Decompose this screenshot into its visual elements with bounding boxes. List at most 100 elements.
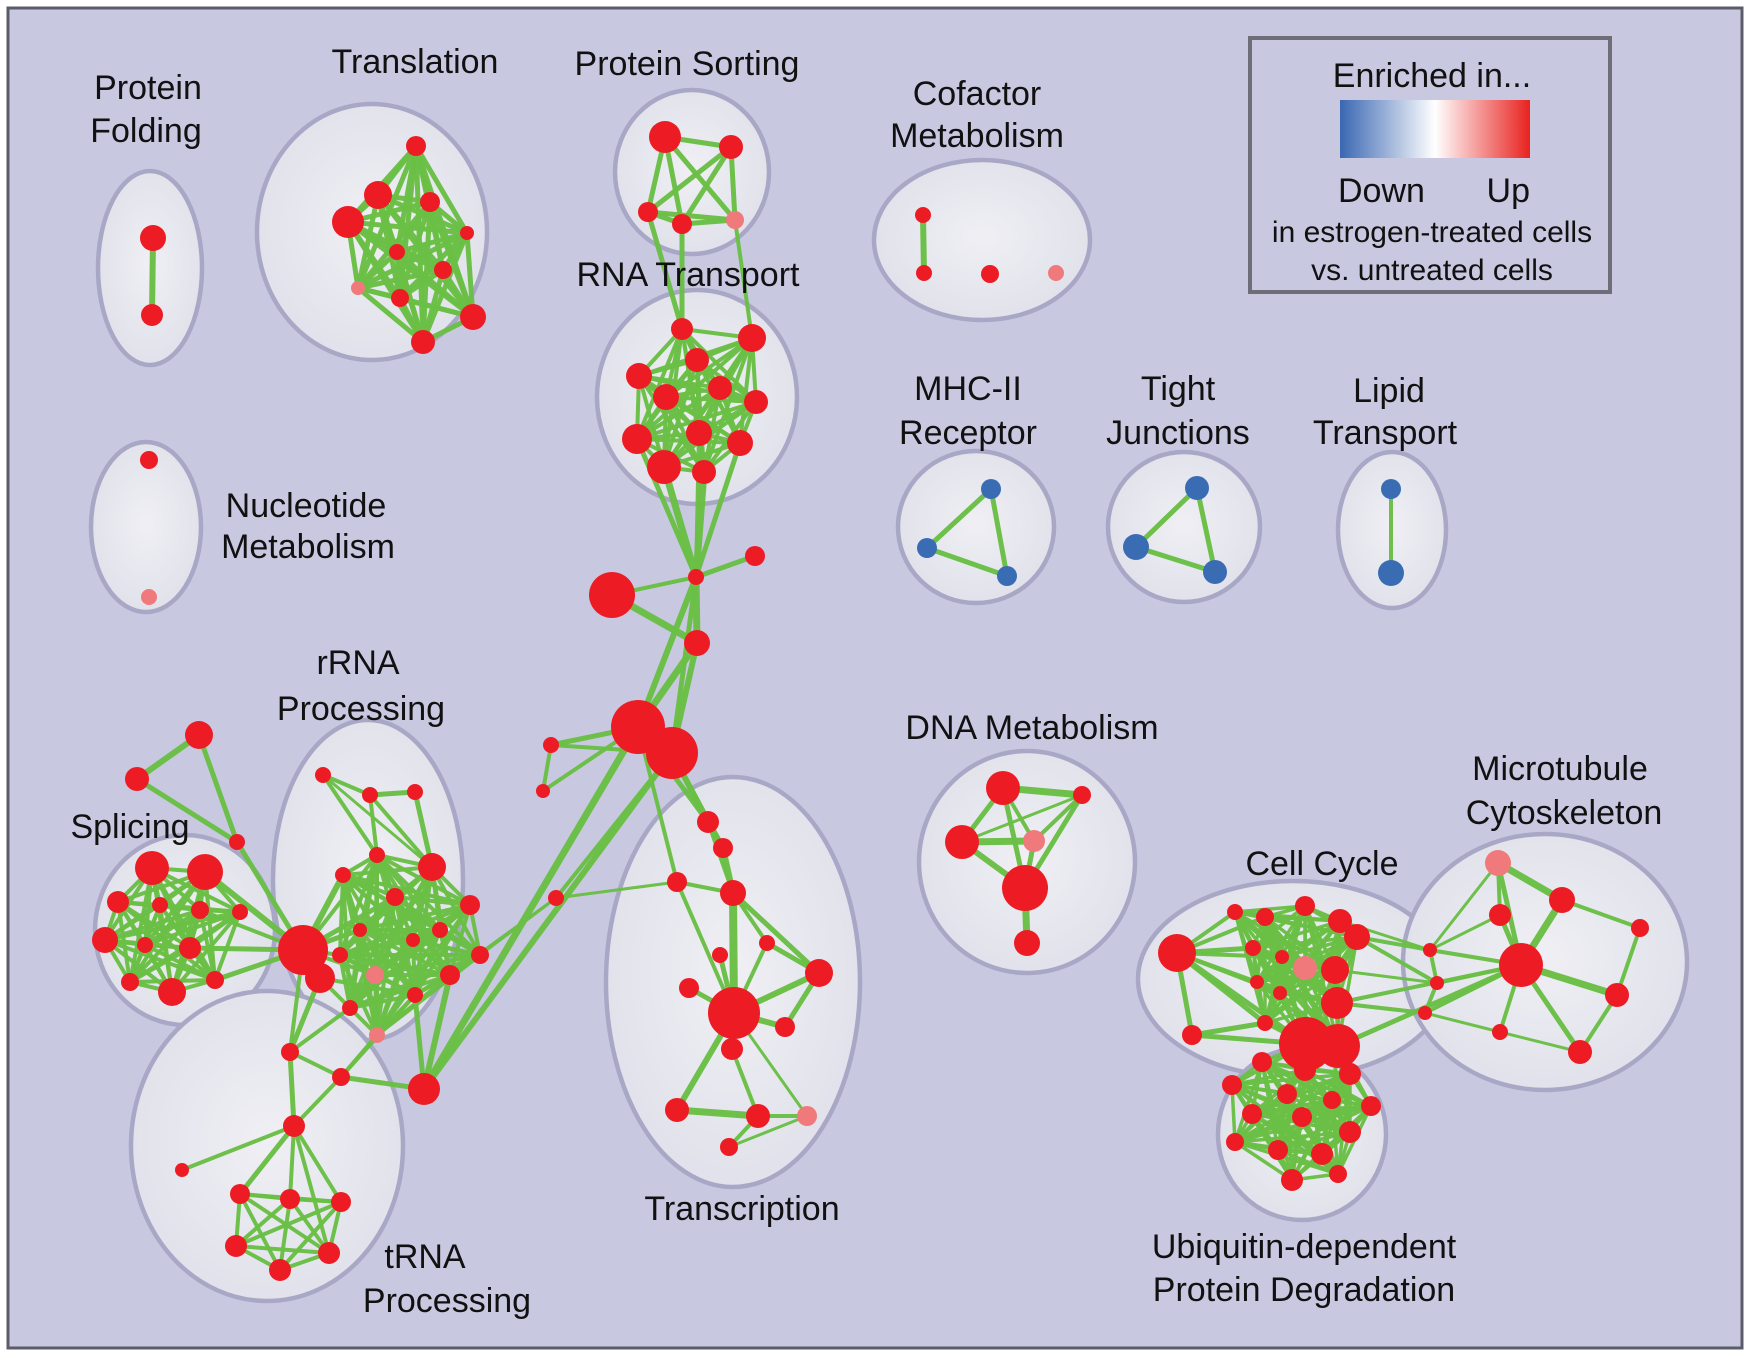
cluster-label-ubiquitin-degradation: Ubiquitin-dependent (1152, 1228, 1457, 1266)
node-lipid-transport-1 (1378, 560, 1404, 586)
network-edge (238, 1192, 282, 1272)
node-microtubule-cytoskeleton-1 (1549, 887, 1575, 913)
node-translation-9 (460, 304, 486, 330)
node-transcription-9 (697, 811, 719, 833)
node-rna-transport-8 (686, 420, 712, 446)
cluster-label-nucleotide-metabolism-1: Metabolism (221, 528, 395, 566)
node-splicing-9 (137, 937, 153, 953)
node-transcription-2 (589, 572, 635, 618)
network-edge (448, 903, 472, 977)
node-rrna-processing-0 (315, 767, 331, 783)
network-edge (738, 336, 754, 445)
node-ubiquitin-degradation-11 (1268, 1140, 1288, 1160)
network-edge (278, 1197, 292, 1272)
node-dna-metabolism-1 (945, 825, 979, 859)
network-edge (234, 1244, 331, 1255)
node-transcription-5 (646, 727, 698, 779)
node-cell-cycle-12 (1273, 986, 1287, 1000)
node-splicing-5 (107, 891, 129, 913)
network-edge (345, 219, 470, 236)
network-edge (554, 880, 679, 900)
node-ubiquitin-degradation-13 (1281, 1169, 1303, 1191)
node-ubiquitin-degradation-10 (1226, 1133, 1244, 1151)
node-mhc-ii-receptor-0 (981, 479, 1001, 499)
node-microtubule-cytoskeleton-7 (1492, 1024, 1508, 1040)
network-edge (338, 953, 452, 977)
network-edge (348, 953, 482, 1010)
node-ubiquitin-degradation-9 (1339, 1121, 1361, 1143)
node-rrna-processing-15 (369, 1027, 385, 1043)
node-cell-cycle-11 (1250, 975, 1264, 989)
cluster-label-lipid-transport: Lipid (1353, 372, 1425, 410)
node-ubiquitin-degradation-7 (1242, 1104, 1262, 1124)
node-protein-sorting-3 (672, 214, 692, 234)
network-edge (645, 144, 734, 215)
network-edge (664, 395, 758, 404)
network-edge (355, 192, 381, 291)
node-cell-cycle-4 (1295, 896, 1315, 916)
network-edge (1333, 968, 1439, 985)
node-trna-processing-3 (283, 1115, 305, 1137)
network-edge (660, 463, 700, 581)
legend-subtitle-line2: vs. untreated cells (1311, 254, 1553, 287)
node-transcription-13 (712, 947, 728, 963)
network-edge (321, 773, 372, 797)
node-mhc-ii-receptor-2 (997, 566, 1017, 586)
network-nodes (92, 121, 1649, 1281)
node-splicing-7 (191, 901, 209, 919)
network-edge (464, 230, 476, 320)
network-edge (1276, 1130, 1352, 1152)
node-transcription-20 (665, 1098, 689, 1122)
node-ubiquitin-degradation-3 (1222, 1075, 1242, 1095)
node-cell-cycle-10 (1321, 956, 1349, 984)
node-splicing-3 (135, 851, 169, 885)
network-edge (288, 1197, 331, 1255)
network-edge (368, 793, 434, 869)
node-dna-metabolism-0 (986, 771, 1020, 805)
network-edge (1251, 904, 1307, 950)
network-edge (373, 953, 482, 977)
network-edge (413, 143, 470, 236)
node-cell-cycle-6 (1344, 924, 1370, 950)
node-rrna-processing-16 (471, 946, 489, 964)
network-edge (318, 976, 417, 997)
cluster-microtubule-cytoskeleton-ellipse (1400, 831, 1690, 1093)
node-splicing-8 (92, 927, 118, 953)
cluster-label-rna-transport: RNA Transport (577, 256, 801, 294)
node-dna-metabolism-2 (1073, 786, 1091, 804)
node-rrna-processing-5 (418, 853, 446, 881)
network-edge (730, 890, 822, 976)
node-transcription-1 (745, 546, 765, 566)
cluster-label-cofactor-metabolism: Cofactor (913, 75, 1042, 113)
network-edge (1133, 544, 1218, 575)
network-edge (924, 486, 994, 551)
node-protein-sorting-1 (719, 135, 743, 159)
network-edge (180, 1124, 296, 1172)
legend-title: Enriched in... (1333, 57, 1531, 95)
network-edge (134, 776, 240, 845)
network-edge (702, 386, 722, 474)
node-cofactor-metabolism-0 (915, 207, 931, 223)
cluster-label-protein-folding-1: Folding (90, 112, 202, 150)
node-translation-4 (460, 226, 474, 240)
node-trna-processing-10 (269, 1259, 291, 1281)
node-cell-cycle-5 (1328, 909, 1352, 933)
network-edge (338, 938, 415, 957)
network-edge (694, 431, 701, 579)
network-edge (341, 865, 434, 877)
node-translation-2 (420, 192, 440, 212)
node-rna-transport-4 (708, 376, 732, 400)
node-splicing-14 (232, 904, 248, 920)
network-edge (234, 1197, 292, 1248)
network-edge (1335, 963, 1523, 1005)
legend-gradient-bar (1340, 100, 1530, 158)
node-rrna-processing-1 (362, 787, 378, 803)
node-rna-transport-3 (685, 348, 709, 372)
network-edge (733, 218, 754, 340)
network-edge (679, 144, 734, 227)
cluster-tight-junctions-ellipse (1105, 449, 1263, 605)
network-edge (421, 750, 675, 1092)
network-edge (158, 903, 174, 994)
network-edge (421, 972, 453, 1092)
